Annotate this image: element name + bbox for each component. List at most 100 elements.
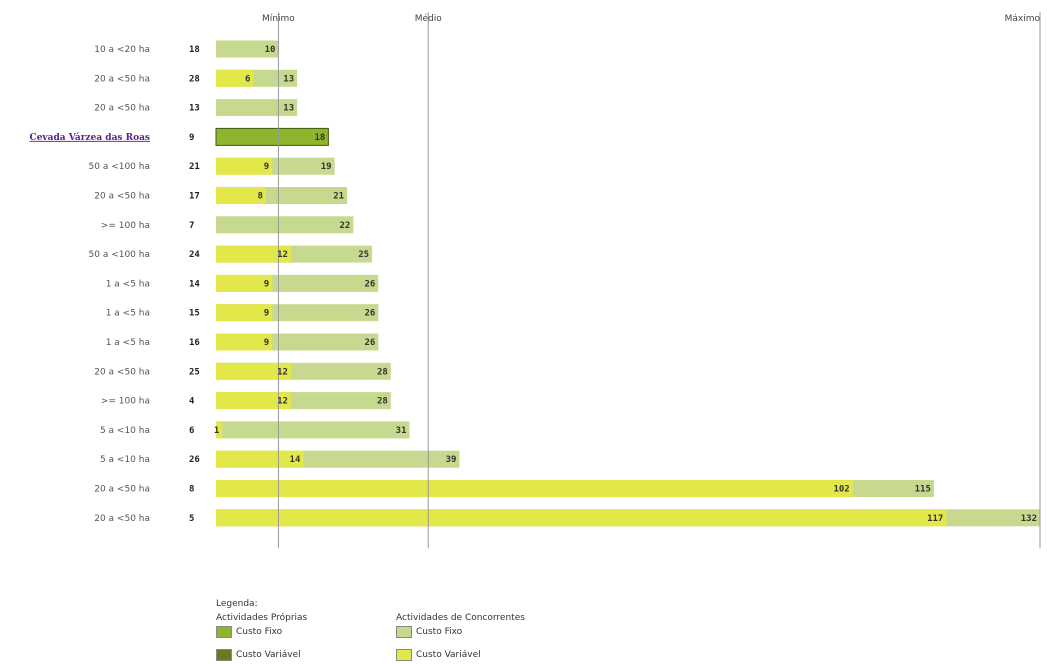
- total-value-label: 13: [283, 104, 294, 114]
- row-label: 20 a <50 ha: [94, 74, 150, 84]
- row-id: 5: [189, 514, 194, 524]
- row-id: 6: [189, 426, 194, 436]
- row-label: 1 a <5 ha: [106, 279, 150, 289]
- bar-variable: [216, 274, 273, 292]
- row-id: 17: [189, 192, 200, 202]
- row-id: 28: [189, 74, 200, 84]
- bar-variable: [216, 69, 254, 87]
- legend-label: Custo Variável: [416, 650, 481, 660]
- legend-label: Custo Variável: [236, 650, 301, 660]
- row-id: 13: [189, 104, 200, 114]
- total-value-label: 31: [396, 426, 407, 436]
- variable-value-label: 14: [290, 455, 301, 465]
- row-label: 20 a <50 ha: [94, 192, 150, 202]
- bar-total: [215, 127, 329, 146]
- total-value-label: 26: [364, 309, 375, 319]
- variable-value-label: 102: [833, 485, 849, 495]
- variable-value-label: 6: [245, 74, 250, 84]
- row-id: 21: [189, 162, 200, 172]
- total-value-label: 132: [1021, 514, 1037, 524]
- legend-item-comp-variable: Custo Variável: [396, 649, 481, 661]
- bar-total: [216, 421, 410, 439]
- row-label: >= 100 ha: [101, 221, 150, 231]
- bar-variable: [216, 450, 304, 468]
- row-id: 16: [189, 338, 200, 348]
- total-value-label: 28: [377, 367, 388, 377]
- variable-value-label: 12: [277, 367, 288, 377]
- legend-group-own: Actividades Próprias: [216, 613, 308, 623]
- reference-label: Mínimo: [262, 14, 295, 24]
- total-value-label: 26: [364, 338, 375, 348]
- own-fixed-swatch: [216, 626, 232, 638]
- total-value-label: 26: [364, 279, 375, 289]
- bar-variable: [216, 245, 291, 263]
- competitor-variable-swatch: [396, 649, 412, 661]
- total-value-label: 115: [915, 485, 931, 495]
- row-label: >= 100 ha: [101, 397, 150, 407]
- bars-group: [215, 40, 1040, 527]
- variable-value-label: 9: [264, 309, 269, 319]
- row-id: 8: [189, 485, 194, 495]
- reference-label: Médio: [415, 13, 443, 24]
- row-label: 50 a <100 ha: [89, 250, 151, 260]
- variable-value-label: 117: [927, 514, 943, 524]
- legend-label: Custo Fixo: [236, 627, 283, 637]
- bar-variable: [216, 480, 853, 497]
- bar-variable: [216, 304, 273, 322]
- reference-label: Máximo: [1005, 14, 1041, 24]
- row-id: 18: [189, 45, 200, 55]
- total-value-label: 28: [377, 397, 388, 407]
- own-variable-swatch: [216, 649, 232, 661]
- competitor-fixed-swatch: [396, 626, 412, 638]
- row-label: 1 a <5 ha: [106, 309, 150, 319]
- row-label: 20 a <50 ha: [94, 514, 150, 524]
- legend-item-own-fixed: Custo Fixo: [216, 626, 282, 638]
- row-label-link[interactable]: Cevada Várzea das Roas: [30, 132, 150, 143]
- legend-item-comp-fixed: Custo Fixo: [396, 626, 462, 638]
- row-label: 5 a <10 ha: [100, 455, 150, 465]
- row-label: 20 a <50 ha: [94, 485, 150, 495]
- variable-value-label: 9: [264, 279, 269, 289]
- total-value-label: 10: [265, 45, 276, 55]
- bar-variable: [216, 333, 273, 351]
- total-value-label: 25: [358, 250, 369, 260]
- row-id: 7: [189, 221, 194, 231]
- bar-variable: [216, 392, 291, 410]
- row-id: 24: [189, 250, 200, 260]
- variable-value-label: 1: [214, 426, 219, 436]
- row-id: 25: [189, 367, 200, 377]
- legend-title: Legenda:: [216, 599, 258, 609]
- bar-variable: [216, 509, 947, 527]
- row-label: 20 a <50 ha: [94, 367, 150, 377]
- row-id: 14: [189, 279, 200, 289]
- bar-variable: [216, 362, 291, 380]
- total-value-label: 19: [321, 162, 332, 172]
- row-id: 4: [189, 397, 195, 407]
- bar-total: [216, 40, 279, 58]
- total-value-label: 22: [339, 221, 350, 231]
- legend-label: Custo Fixo: [416, 627, 463, 637]
- total-value-label: 39: [446, 455, 457, 465]
- row-label: 1 a <5 ha: [106, 338, 150, 348]
- row-id: 9: [189, 133, 194, 143]
- bar-variable: [216, 421, 223, 439]
- bar-total: [216, 99, 298, 117]
- legend-item-own-variable: Custo Variável: [216, 649, 301, 661]
- total-value-label: 13: [283, 74, 294, 84]
- bar-variable: [216, 157, 273, 175]
- row-label: 20 a <50 ha: [94, 104, 150, 114]
- bar-variable: [216, 187, 266, 204]
- bar-total: [216, 216, 354, 234]
- variable-value-label: 8: [258, 192, 263, 202]
- variable-value-label: 12: [277, 397, 288, 407]
- total-value-label: 21: [333, 192, 344, 202]
- row-id: 26: [189, 455, 200, 465]
- legend-group-competitors: Actividades de Concorrentes: [396, 613, 525, 623]
- total-value-label: 18: [315, 133, 326, 143]
- reference-lines-group: [277, 12, 1041, 549]
- row-label: 10 a <20 ha: [94, 45, 150, 55]
- row-id: 15: [189, 309, 200, 319]
- variable-value-label: 9: [264, 338, 269, 348]
- variable-value-label: 12: [277, 250, 288, 260]
